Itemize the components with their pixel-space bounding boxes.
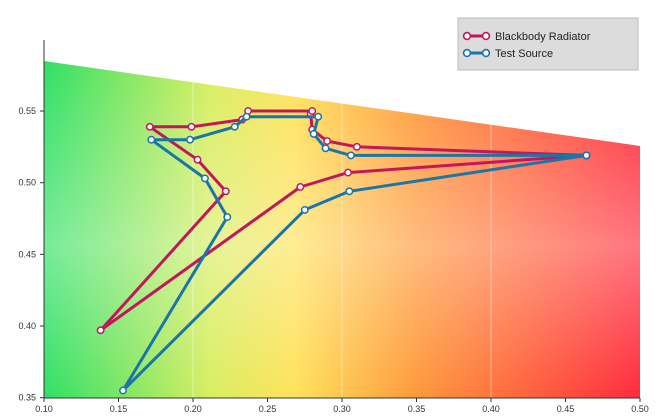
vertical-gridlines <box>192 12 492 398</box>
legend: Blackbody Radiator Test Source <box>457 17 639 71</box>
series-layer <box>96 107 591 395</box>
point-blackbody-radiator-12 <box>96 326 105 335</box>
point-test-source-6 <box>230 122 239 131</box>
legend-label-test-source: Test Source <box>495 48 553 60</box>
x-tick-label-5: 0.35 <box>408 404 426 414</box>
point-blackbody-radiator-1 <box>352 142 361 151</box>
legend-marker-test-source-left <box>462 48 472 58</box>
point-test-source-12 <box>300 205 309 214</box>
x-tick-label-1: 0.15 <box>110 404 128 414</box>
x-tick-label-7: 0.45 <box>557 404 575 414</box>
series-test-source <box>119 112 591 395</box>
legend-marker-blackbody-right <box>481 31 491 41</box>
x-axis-ticks: 0.10 0.15 0.20 0.25 0.30 0.35 0.40 0.45 0.50 <box>35 398 649 414</box>
point-test-source-10 <box>223 213 232 222</box>
x-tick-label-3: 0.25 <box>259 404 277 414</box>
x-tick-label-6: 0.40 <box>482 404 500 414</box>
y-tick-label-2: 0.45 <box>18 249 36 259</box>
point-blackbody-radiator-14 <box>344 168 352 177</box>
x-tick-label-8: 0.50 <box>631 404 649 414</box>
legend-entry-test-source: Test Source <box>462 48 553 60</box>
legend-marker-blackbody-left <box>462 31 472 41</box>
legend-entry-blackbody: Blackbody Radiator <box>462 31 591 43</box>
x-tick-label-0: 0.10 <box>35 404 53 414</box>
y-tick-label-4: 0.55 <box>18 106 36 116</box>
point-test-source-8 <box>147 135 156 144</box>
y-axis-ticks: 0.35 0.40 0.45 0.50 0.55 <box>18 106 44 403</box>
point-blackbody-radiator-11 <box>221 187 230 196</box>
legend-box <box>457 17 639 71</box>
point-test-source-5 <box>242 112 251 121</box>
legend-marker-test-source-right <box>481 48 491 58</box>
point-test-source-11 <box>119 386 127 395</box>
x-tick-label-2: 0.20 <box>184 404 202 414</box>
point-test-source-2 <box>321 144 330 153</box>
point-test-source-7 <box>186 135 194 144</box>
point-test-source-4 <box>314 112 323 121</box>
point-test-source-13 <box>345 187 354 196</box>
point-blackbody-radiator-8 <box>187 122 196 131</box>
point-test-source-3 <box>309 129 318 138</box>
point-blackbody-radiator-10 <box>193 155 202 164</box>
color-gamut-background <box>44 61 640 398</box>
point-blackbody-radiator-13 <box>296 183 305 191</box>
point-test-source-1 <box>346 151 355 160</box>
x-tick-label-4: 0.30 <box>333 404 351 414</box>
y-tick-label-3: 0.50 <box>18 178 36 188</box>
point-blackbody-radiator-5 <box>308 107 317 115</box>
legend-label-blackbody: Blackbody Radiator <box>495 31 591 43</box>
point-test-source-14 <box>582 151 591 160</box>
series-line-blackbody-radiator <box>99 109 588 332</box>
point-blackbody-radiator-2 <box>323 137 332 146</box>
point-test-source-9 <box>200 174 209 183</box>
y-tick-label-1: 0.40 <box>18 321 36 331</box>
y-tick-label-0: 0.35 <box>18 393 36 403</box>
point-blackbody-radiator-9 <box>145 122 154 131</box>
